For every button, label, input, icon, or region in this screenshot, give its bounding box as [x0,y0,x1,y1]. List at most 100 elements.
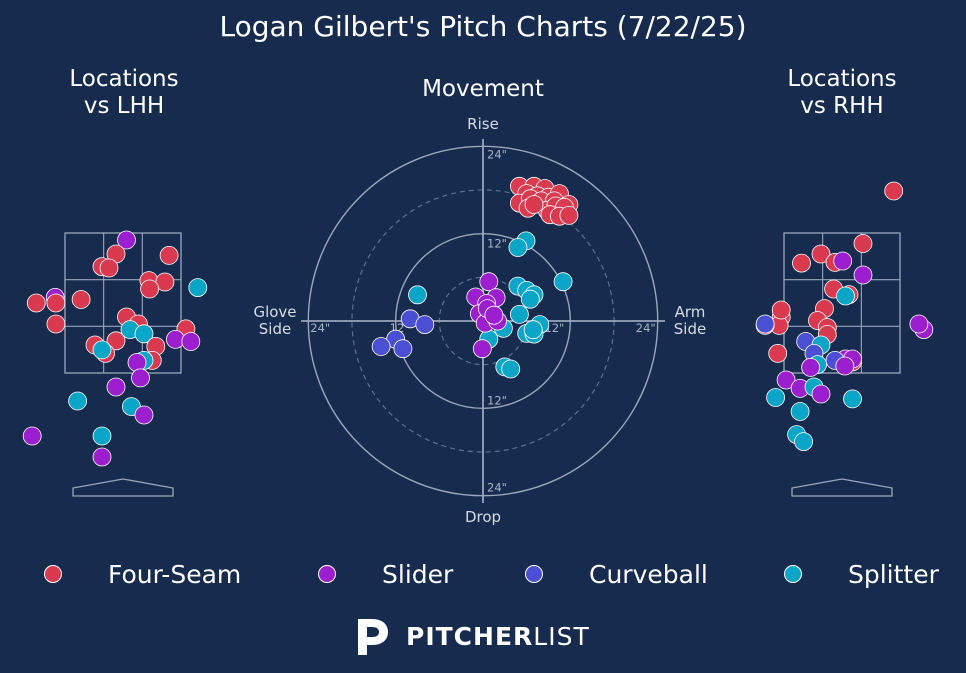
movement-point-splitter [501,359,521,379]
legend-item: Slider [318,556,453,592]
pitch-point-splitter [92,340,112,360]
rhh-panel-title: Locations vs RHH [787,66,897,119]
pitch-point-four-seam [46,314,66,334]
movement-point-curveball [415,315,435,335]
movement-point-splitter [510,304,529,324]
pitch-point-curveball [755,314,775,334]
movement-point-splitter [520,289,540,309]
rhh-location-panel [755,181,934,497]
ring-label: 24" [310,321,330,335]
legend: Four-Seam Slider Curveball Splitter [0,556,966,592]
pitch-point-slider [853,265,873,285]
movement-panel-title: Movement [422,76,544,102]
pitch-point-four-seam [155,272,175,292]
chart-title: Logan Gilbert's Pitch Charts (7/22/25) [219,10,747,43]
legend-marker [784,565,802,583]
movement-point-four-seam [559,205,579,225]
pitcherlist-p-logo-icon [358,619,388,655]
legend-label: Four-Seam [108,559,242,589]
pitch-point-slider [801,357,820,377]
pitch-point-splitter [836,286,855,306]
pitch-point-slider [909,314,929,334]
pitch-point-four-seam [26,293,46,313]
brand-name: PITCHERLIST [406,622,590,651]
legend-marker [44,565,62,583]
drop-label: Drop [465,508,501,526]
movement-point-splitter [508,238,528,257]
pitch-point-slider [22,426,42,446]
arm-side-label: Arm Side [674,303,706,338]
ring-label: 12" [544,321,564,335]
legend-item: Splitter [784,556,939,592]
pitch-point-slider [92,447,112,467]
legend-label: Splitter [848,559,939,589]
pitch-point-four-seam [106,331,126,351]
pitch-point-slider [131,368,150,388]
legend-marker [525,565,543,583]
movement-point-curveball [371,337,391,356]
movement-point-four-seam [524,195,544,214]
legend-item: Four-Seam [44,556,241,592]
pitch-point-slider [117,230,136,250]
drop-label-line: Drop [465,508,501,526]
lhh-location-panel [22,230,208,497]
lhh-panel-title: Locations vs LHH [69,66,179,119]
pitch-point-four-seam [884,181,904,201]
arm-side-label-line: Arm [675,303,706,321]
pitch-point-splitter [68,391,87,411]
movement-point-slider [484,305,504,325]
pitch-point-splitter [134,324,154,344]
movement-point-curveball [393,339,413,359]
ring-label: 24" [636,321,656,335]
pitch-point-four-seam [99,258,119,278]
pitch-point-four-seam [771,300,791,320]
glove-side-label-line: Glove [253,303,296,321]
legend-label: Slider [382,559,454,589]
pitch-point-slider [835,356,855,376]
movement-point-slider [472,339,492,359]
home-plate [791,478,893,497]
legend-label: Curveball [589,559,708,589]
legend-marker [318,565,336,583]
ring-label: 24" [487,481,507,495]
ring-label: 24" [487,147,507,161]
pitch-point-four-seam [140,279,160,299]
pitch-point-splitter [794,432,813,452]
movement-point-splitter [553,272,573,292]
movement-point-slider [479,272,499,292]
pitch-point-four-seam [46,293,66,313]
ring-label: 12" [487,237,507,251]
rise-label-line: Rise [467,115,499,133]
pitch-point-slider [181,332,201,351]
pitch-point-four-seam [853,234,873,253]
pitch-point-slider [833,251,853,271]
pitch-point-splitter [92,426,112,446]
pitch-point-splitter [843,389,862,409]
ring-label: 12" [487,393,507,407]
glove-side-label-line: Side [259,320,291,338]
pitch-point-splitter [790,402,810,421]
pitch-point-splitter [188,278,208,298]
movement-point-splitter [408,285,427,305]
pitch-point-four-seam [71,290,91,309]
glove-side-label: Glove Side [253,303,296,338]
pitch-point-four-seam [159,245,179,265]
legend-item: Curveball [525,556,708,592]
movement-point-splitter [523,320,543,340]
pitch-point-four-seam [768,343,788,363]
brand-name-bold: PITCHER [406,621,534,651]
arm-side-label-line: Side [674,320,706,338]
rise-label: Rise [467,115,499,133]
pitch-point-four-seam [792,253,811,273]
brand-name-light: LIST [533,621,590,651]
pitch-point-slider [106,377,126,397]
pitch-point-slider [811,384,831,404]
pitch-point-slider [127,353,147,372]
home-plate [72,478,174,497]
pitch-point-slider [776,370,796,390]
pitch-point-splitter [766,388,785,407]
pitch-point-slider [134,405,154,425]
brand-logo: PITCHERLIST [352,612,590,660]
